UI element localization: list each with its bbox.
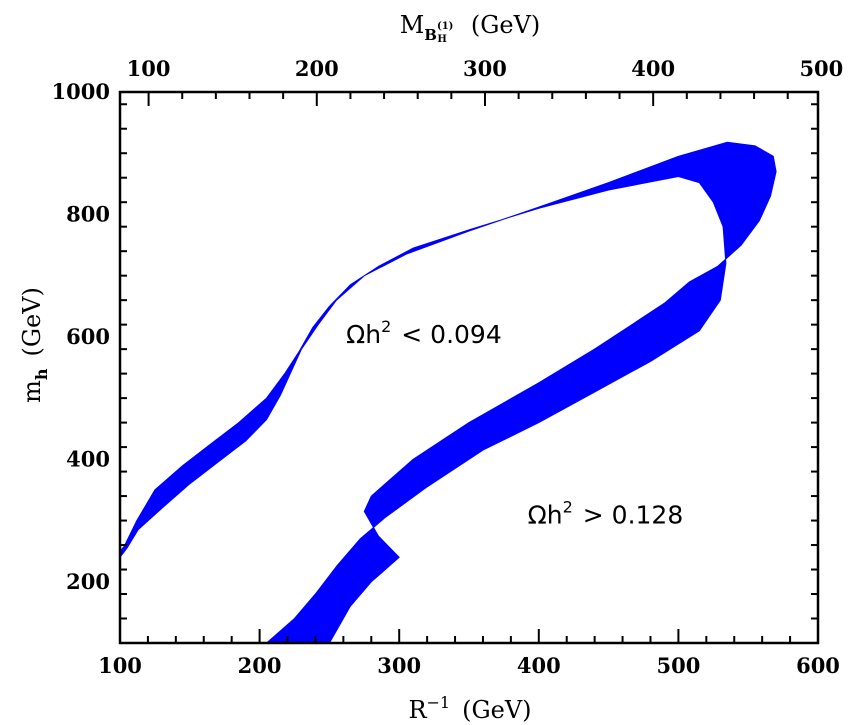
band-layer xyxy=(119,141,777,644)
annotation-0: Ωh2 < 0.094 xyxy=(346,317,502,349)
labels-layer: 100 200 300 400 500 600 100 200 300 400 500 200 400 6… xyxy=(52,56,844,678)
band-region-0 xyxy=(119,141,777,644)
y-tick-label: 400 xyxy=(66,446,110,471)
y-tick-label: 600 xyxy=(66,324,110,349)
x-top-tick-label: 200 xyxy=(295,56,339,81)
x-axis-title: R−1 (GeV) xyxy=(408,693,531,724)
y-axis-title: mh(GeV) xyxy=(18,287,51,403)
x-top-tick-label: 300 xyxy=(463,56,507,81)
y-tick-label: 200 xyxy=(66,569,110,594)
x-top-axis-title: MB(1) H(GeV) xyxy=(400,11,541,45)
x-tick-label: 500 xyxy=(656,653,700,678)
x-top-tick-label: 400 xyxy=(631,56,675,81)
y-tick-label: 1000 xyxy=(52,79,110,104)
x-top-tick-label: 100 xyxy=(127,56,171,81)
titles-layer: R−1 (GeV) MB(1) H(GeV) mh(GeV) xyxy=(18,11,540,724)
x-tick-label: 100 xyxy=(98,653,142,678)
x-tick-label: 600 xyxy=(796,653,840,678)
x-top-tick-label: 500 xyxy=(799,56,843,81)
x-tick-label: 400 xyxy=(517,653,561,678)
x-tick-label: 200 xyxy=(238,653,282,678)
annotation-1: Ωh2 > 0.128 xyxy=(528,498,684,530)
x-tick-label: 300 xyxy=(377,653,421,678)
y-tick-label: 800 xyxy=(66,201,110,226)
plot-frame xyxy=(118,90,820,645)
